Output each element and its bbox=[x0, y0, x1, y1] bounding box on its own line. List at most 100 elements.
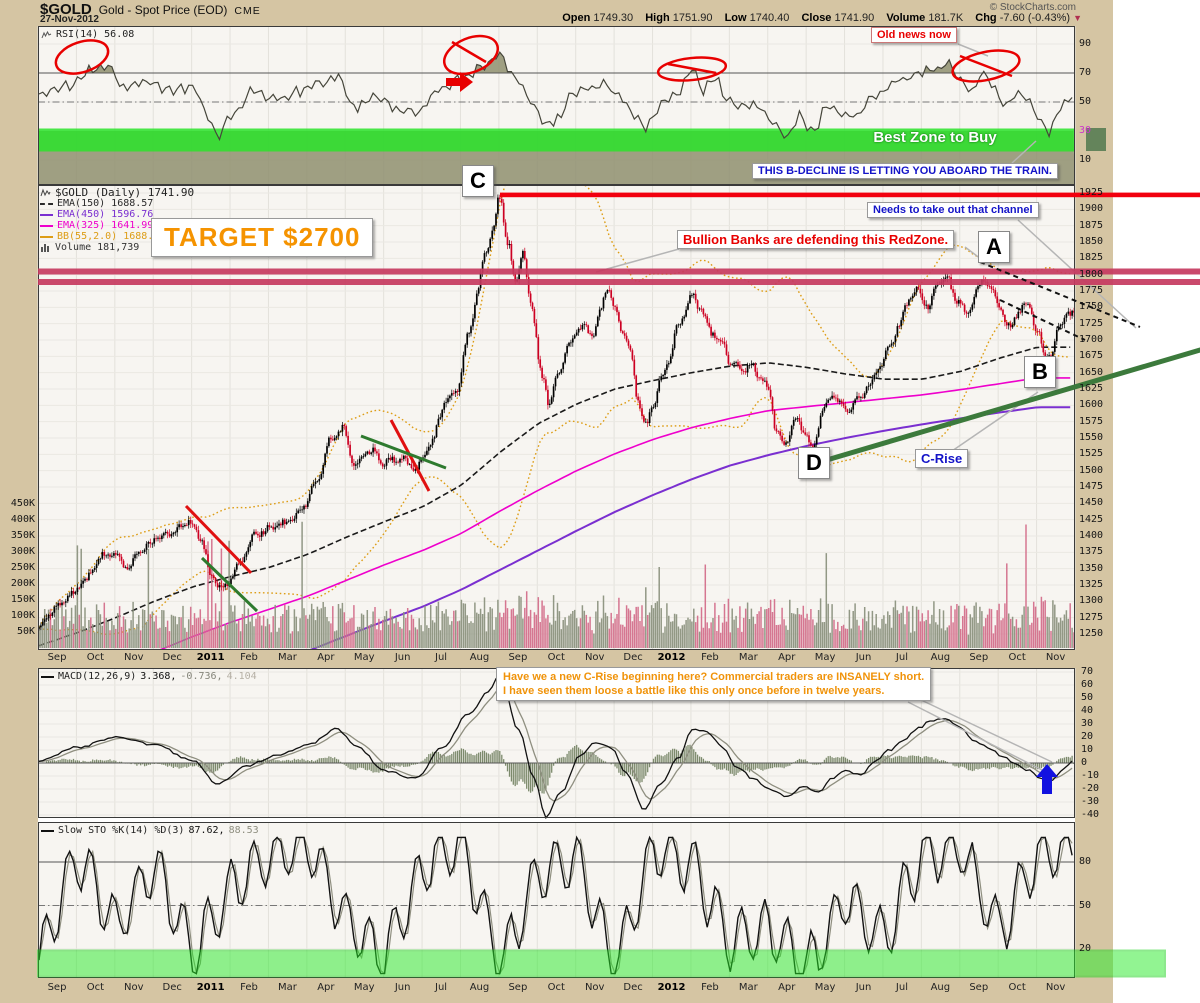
price-axis-tick: 1625 bbox=[1079, 382, 1104, 394]
month-label: Oct bbox=[86, 982, 105, 993]
right-axis-strip bbox=[1075, 26, 1113, 1003]
month-label: Mar bbox=[738, 982, 758, 993]
rsi-axis-tick: 70 bbox=[1079, 67, 1092, 78]
month-label: Apr bbox=[778, 982, 796, 993]
volume-axis-tick: 400K bbox=[10, 514, 35, 525]
ema450-marker bbox=[40, 213, 53, 216]
month-label: Feb bbox=[240, 652, 258, 663]
month-label: Nov bbox=[584, 982, 605, 993]
macd-legend: MACD(12,26,9) 3.368, -0.736, 4.104 bbox=[41, 671, 257, 682]
header-bar bbox=[0, 0, 1113, 26]
month-label: Nov bbox=[584, 652, 605, 663]
month-label: Mar bbox=[278, 982, 297, 993]
price-axis-tick: 1250 bbox=[1079, 627, 1104, 639]
chart-date: 27-Nov-2012 bbox=[40, 14, 99, 25]
old-news-callout: Old news now bbox=[871, 27, 957, 43]
volume-axis-tick: 350K bbox=[10, 530, 35, 541]
month-label: Aug bbox=[469, 652, 490, 663]
c-rise-callout: C-Rise bbox=[915, 449, 969, 468]
month-label: Feb bbox=[701, 652, 719, 663]
month-label: Nov bbox=[124, 982, 144, 993]
month-label: Mar bbox=[738, 652, 758, 663]
price-axis-tick: 1550 bbox=[1079, 431, 1104, 443]
month-label: Oct bbox=[1008, 652, 1026, 663]
channel-callout: Needs to take out that channel bbox=[867, 202, 1039, 218]
label-A: A bbox=[978, 231, 1010, 263]
price-axis-tick: 1325 bbox=[1079, 578, 1104, 590]
best-zone-to-buy-label: Best Zone to Buy bbox=[873, 129, 997, 146]
macd-note-line2: I have seen them loose a battle like thi… bbox=[503, 685, 885, 697]
macd-axis-tick: 60 bbox=[1081, 679, 1094, 690]
volume-axis-tick: 150K bbox=[10, 594, 35, 605]
macd-marker bbox=[41, 675, 54, 678]
label-D: D bbox=[798, 447, 830, 479]
high-value: 1751.90 bbox=[672, 12, 713, 24]
volume-axis-tick: 300K bbox=[10, 546, 35, 557]
exchange: CME bbox=[234, 5, 261, 17]
price-axis-tick: 1825 bbox=[1079, 252, 1104, 264]
month-label: Oct bbox=[1008, 982, 1026, 993]
month-label: Aug bbox=[930, 982, 951, 993]
price-axis-tick: 1675 bbox=[1079, 350, 1104, 362]
price-axis-tick: 1525 bbox=[1079, 448, 1104, 460]
sto-axis-tick: 80 bbox=[1079, 856, 1092, 867]
volume-icon bbox=[41, 244, 49, 252]
rsi-axis-tick: 90 bbox=[1079, 38, 1092, 49]
candlestick-icon bbox=[40, 188, 51, 196]
month-label: Aug bbox=[930, 652, 951, 663]
price-axis-tick: 1925 bbox=[1079, 187, 1104, 198]
price-axis-tick: 1275 bbox=[1079, 611, 1104, 623]
month-label: Nov bbox=[1045, 652, 1066, 663]
month-label: Oct bbox=[86, 652, 105, 663]
volume-value: 181.7K bbox=[928, 12, 964, 24]
month-label: Aug bbox=[469, 982, 490, 993]
month-label: Sep bbox=[47, 652, 67, 663]
macd-axis-tick: 20 bbox=[1081, 731, 1094, 742]
month-label: Jun bbox=[394, 652, 411, 663]
month-label: Dec bbox=[162, 982, 182, 993]
ema150-marker bbox=[40, 202, 53, 205]
price-axis-tick: 1400 bbox=[1079, 529, 1104, 541]
b-decline-callout: THIS B-DECLINE IS LETTING YOU ABOARD THE… bbox=[752, 163, 1058, 179]
month-label: Jul bbox=[895, 982, 908, 993]
rsi-plot bbox=[37, 26, 1076, 185]
month-label: Nov bbox=[1045, 982, 1066, 993]
price-legend: $GOLD (Daily) 1741.90 EMA(150) 1688.57 E… bbox=[40, 187, 214, 253]
month-label: Jul bbox=[435, 982, 448, 993]
month-axis-strip bbox=[38, 650, 1075, 668]
price-legend-main: $GOLD (Daily) 1741.90 bbox=[55, 186, 195, 199]
month-label: May bbox=[353, 982, 375, 993]
volume-axis-tick: 200K bbox=[10, 578, 35, 589]
bb-marker bbox=[40, 235, 53, 238]
price-axis-tick: 1475 bbox=[1079, 480, 1104, 492]
macd-axis-tick: 50 bbox=[1081, 692, 1094, 703]
macd-axis-tick: 40 bbox=[1081, 705, 1094, 716]
macd-value: 3.368, bbox=[140, 671, 177, 682]
price-axis-tick: 1775 bbox=[1079, 284, 1104, 296]
sto-axis-tick: 20 bbox=[1079, 943, 1092, 954]
volume-axis-tick: 50K bbox=[16, 626, 35, 637]
volume-axis-tick: 450K bbox=[10, 498, 35, 509]
sto-legend: Slow STO %K(14) %D(3) 87.62, 88.53 bbox=[41, 825, 259, 836]
ema325-marker bbox=[40, 224, 53, 227]
month-label: May bbox=[353, 652, 375, 663]
sto-k-value: 87.62, bbox=[188, 825, 225, 836]
price-axis-tick: 1350 bbox=[1079, 562, 1104, 574]
macd-axis-tick: -30 bbox=[1081, 796, 1100, 807]
low-value: 1740.40 bbox=[749, 12, 790, 24]
macd-histogram-value: -0.736, bbox=[180, 671, 223, 682]
label-C: C bbox=[462, 165, 494, 197]
macd-note-callout: Have we a new C-Rise beginning here? Com… bbox=[496, 667, 932, 701]
month-label: May bbox=[814, 982, 836, 993]
sto-d-value: 88.53 bbox=[228, 825, 259, 836]
price-axis-tick: 1850 bbox=[1079, 235, 1104, 247]
month-label: Nov bbox=[124, 652, 144, 663]
month-label: Jul bbox=[895, 652, 908, 663]
macd-signal-value: 4.104 bbox=[226, 671, 257, 682]
rsi-icon bbox=[41, 30, 52, 38]
rsi-axis-tick: 30 bbox=[1079, 125, 1092, 136]
close-value: 1741.90 bbox=[834, 12, 875, 24]
macd-axis-tick: 0 bbox=[1081, 757, 1088, 768]
month-label: Sep bbox=[47, 982, 67, 993]
